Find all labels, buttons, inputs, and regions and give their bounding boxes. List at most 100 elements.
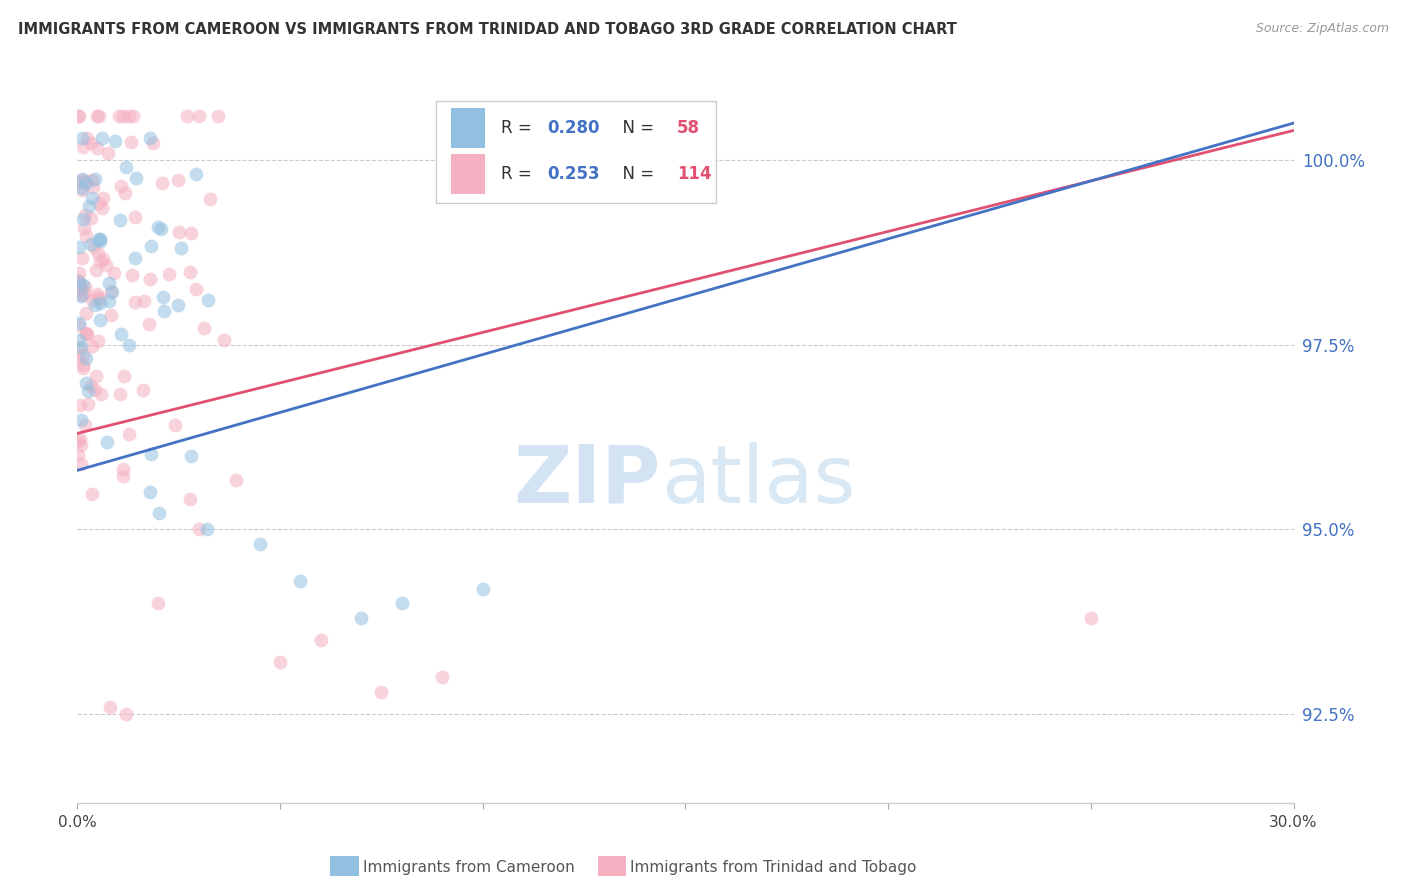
Point (1080, 611, 1102, 625)
Point (139, 272, 162, 286)
Point (80, 136, 103, 151)
Point (70, 289, 93, 303)
Point (179, 492, 201, 507)
Text: 58: 58 (676, 119, 700, 137)
Point (118, 426, 141, 441)
Point (69, 318, 91, 332)
Text: N =: N = (613, 119, 659, 137)
Point (67, 351, 90, 365)
Point (90, 386, 112, 401)
Point (108, 109, 131, 123)
Point (75, 327, 97, 342)
Point (73, 280, 96, 294)
Point (152, 290, 174, 304)
Text: 0.253: 0.253 (547, 165, 599, 183)
Point (91, 252, 114, 266)
Point (165, 417, 187, 432)
Point (180, 449, 202, 463)
Point (193, 320, 215, 334)
Point (179, 265, 201, 279)
Point (290, 574, 312, 589)
Point (118, 109, 141, 123)
Point (108, 213, 131, 227)
Point (80, 379, 103, 393)
Point (118, 338, 141, 352)
Point (73, 220, 96, 235)
Point (70, 131, 93, 145)
Point (75, 177, 97, 191)
Point (138, 317, 160, 331)
Point (169, 225, 191, 239)
Point (75, 229, 97, 244)
Point (94, 258, 117, 272)
Point (139, 447, 162, 461)
Point (73, 285, 96, 299)
Point (207, 109, 229, 123)
Point (84, 298, 107, 312)
Point (87, 290, 110, 304)
Point (149, 222, 172, 236)
Point (370, 685, 392, 699)
Point (67, 316, 90, 330)
Point (70, 282, 93, 296)
Point (167, 298, 190, 312)
Point (98, 276, 121, 290)
Point (139, 239, 162, 253)
Point (170, 240, 193, 254)
Point (89, 254, 111, 268)
Point (100, 308, 122, 322)
Point (184, 282, 207, 296)
Point (115, 160, 138, 174)
Point (67, 448, 90, 462)
Bar (451, 154, 485, 194)
Point (111, 468, 134, 483)
Point (67, 240, 90, 254)
Point (124, 251, 146, 265)
Point (89, 234, 111, 248)
Point (67, 174, 90, 188)
Point (80, 293, 103, 307)
Point (184, 167, 207, 181)
Text: N =: N = (613, 165, 659, 183)
Point (138, 131, 160, 145)
Point (69, 398, 91, 412)
Point (176, 109, 198, 123)
Point (89, 296, 111, 310)
Point (225, 473, 247, 487)
Point (72, 211, 94, 226)
Point (180, 227, 202, 241)
Point (72, 288, 94, 302)
Y-axis label: 3rd Grade: 3rd Grade (0, 399, 7, 475)
Point (153, 304, 176, 318)
Point (197, 293, 219, 307)
Point (80, 237, 103, 252)
Point (90, 202, 112, 216)
Point (83, 171, 105, 186)
Point (86, 109, 108, 123)
Point (93, 190, 115, 204)
Point (67, 266, 90, 280)
Point (86, 141, 108, 155)
Text: R =: R = (501, 165, 537, 183)
Point (67, 109, 90, 123)
Point (72, 139, 94, 153)
Point (110, 327, 132, 342)
Point (98, 293, 121, 308)
Point (84, 263, 107, 277)
Point (72, 277, 94, 292)
Point (76, 131, 98, 145)
Point (80, 487, 103, 501)
Point (77, 198, 100, 212)
Point (70, 438, 93, 452)
Point (70, 340, 93, 354)
Point (124, 171, 146, 186)
Point (67, 109, 90, 123)
Point (89, 232, 111, 246)
Point (124, 295, 146, 310)
Point (269, 656, 291, 670)
Text: atlas: atlas (661, 442, 855, 520)
Point (187, 109, 209, 123)
Point (391, 596, 413, 610)
Point (157, 268, 180, 282)
Point (89, 313, 111, 327)
